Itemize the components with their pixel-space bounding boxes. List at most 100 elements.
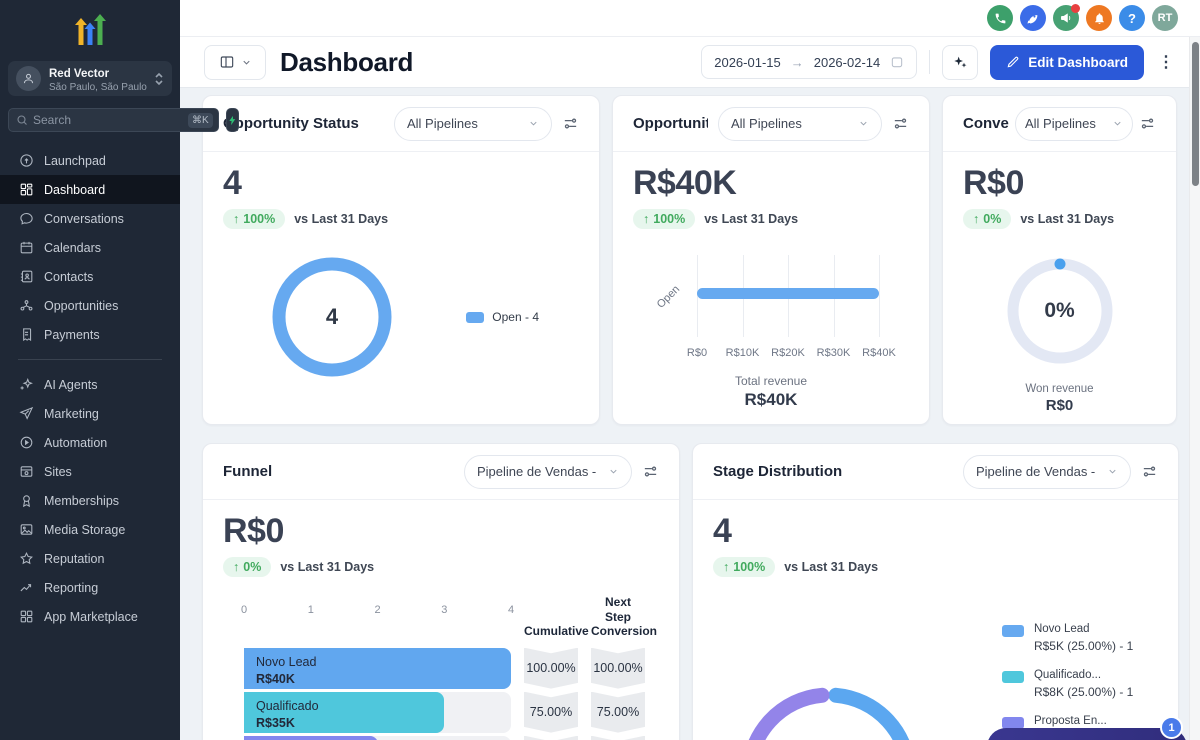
phone-icon	[995, 13, 1005, 23]
announcements-button[interactable]	[1053, 4, 1080, 31]
sparkle-plus-icon	[18, 377, 34, 392]
sidebar-item-contacts[interactable]: Contacts	[0, 262, 180, 291]
sidebar-item-marketing[interactable]: Marketing	[0, 399, 180, 428]
megaphone-icon	[1061, 13, 1071, 23]
card-title: Funnel	[223, 463, 273, 480]
widget-filter-button[interactable]	[892, 115, 909, 132]
search-input[interactable]	[33, 113, 188, 127]
comparison-label: vs Last 31 Days	[784, 560, 879, 575]
pipeline-filter-dropdown[interactable]: All Pipelines	[718, 106, 882, 141]
contacts-book-icon	[18, 269, 34, 284]
scrollbar-thumb[interactable]	[1192, 42, 1199, 186]
legend-item-novo-lead[interactable]: Novo Lead R$5K (25.00%) - 1	[1001, 622, 1140, 655]
comparison-label: vs Last 31 Days	[1020, 212, 1115, 227]
sidebar-item-launchpad[interactable]: Launchpad	[0, 146, 180, 175]
up-arrow-icon: ↑	[643, 212, 650, 227]
image-icon	[18, 522, 34, 537]
page-title: Dashboard	[280, 46, 414, 77]
funnel-row-bar: Qualificado R$35K	[244, 691, 511, 733]
pipeline-filter-dropdown[interactable]: All Pipelines	[394, 106, 552, 141]
help-button[interactable]: ?	[1119, 5, 1145, 31]
layout-grid-icon	[220, 56, 233, 68]
sidebar-item-reputation[interactable]: Reputation	[0, 544, 180, 573]
sidebar-item-reporting[interactable]: Reporting	[0, 573, 180, 602]
sidebar-item-opportunities[interactable]: Opportunities	[0, 291, 180, 320]
date-range-picker[interactable]: 2026-01-15 → 2026-02-14	[701, 45, 918, 79]
user-avatar[interactable]: RT	[1152, 5, 1178, 31]
phone-button[interactable]	[987, 5, 1013, 31]
sidebar-item-ai-agents[interactable]: AI Agents	[0, 370, 180, 399]
delta-badge: ↑ 100%	[633, 209, 696, 230]
chat-unread-badge: 1	[1160, 716, 1183, 739]
delta-badge: ↑ 100%	[713, 557, 776, 578]
sidebar-item-app-marketplace[interactable]: App Marketplace	[0, 602, 180, 631]
more-options-button[interactable]: ⋮	[1158, 54, 1174, 71]
chevron-down-icon	[530, 121, 537, 126]
widget-filter-button[interactable]	[562, 115, 579, 132]
pipeline-filter-dropdown[interactable]: Pipeline de Vendas - Ag...	[963, 454, 1131, 489]
sidebar-item-conversations[interactable]: Conversations	[0, 204, 180, 233]
launch-button[interactable]	[1020, 5, 1046, 31]
dashboard-switcher-button[interactable]	[204, 44, 266, 80]
conversion-progress-donut: 0%	[1004, 255, 1116, 367]
delta-badge: ↑ 0%	[963, 209, 1012, 230]
page-header: Dashboard 2026-01-15 → 2026-02-14 Edit D…	[180, 37, 1200, 88]
account-switcher[interactable]: Red Vector São Paulo, São Paulo	[8, 61, 172, 96]
x-axis-ticks: R$0 R$10K R$20K R$30K R$40K	[686, 347, 896, 360]
widget-filter-button[interactable]	[1141, 463, 1158, 480]
cumulative-badge: 75.00%	[524, 691, 578, 733]
quick-actions-button[interactable]	[225, 108, 239, 132]
kpi-value: R$0	[223, 512, 284, 550]
search-icon	[17, 115, 27, 125]
funnel-row-bar: Proposta Enviada R$27K	[244, 735, 511, 740]
legend-item-qualificado[interactable]: Qualificado... R$8K (25.00%) - 1	[1001, 668, 1140, 701]
pipeline-filter-dropdown[interactable]: Pipeline de Vendas - Ag...	[464, 454, 632, 489]
paper-plane-icon	[18, 406, 34, 421]
account-avatar-icon	[16, 66, 41, 91]
open-revenue-bar	[697, 288, 879, 300]
question-mark-icon: ?	[1128, 10, 1136, 26]
legend-swatch	[1001, 670, 1024, 683]
legend-item-open[interactable]: Open - 4	[466, 310, 539, 324]
kpi-value: R$0	[963, 164, 1024, 202]
sidebar-item-payments[interactable]: Payments	[0, 320, 180, 349]
award-ribbon-icon	[18, 493, 34, 508]
sidebar-item-calendars[interactable]: Calendars	[0, 233, 180, 262]
sliders-icon	[644, 466, 657, 477]
ai-assistant-button[interactable]	[942, 44, 979, 80]
won-revenue-value: R$0	[1045, 397, 1074, 415]
search-shortcut-badge: ⌘K	[188, 112, 213, 128]
grid-squares-icon	[18, 609, 34, 624]
browser-window-icon	[18, 464, 34, 479]
sidebar-item-sites[interactable]: Sites	[0, 457, 180, 486]
total-revenue-value: R$40K	[744, 390, 798, 410]
main-area: ? RT Dashboard 2026-01-15 → 2026-02-14	[180, 0, 1200, 740]
chevron-down-icon	[610, 469, 617, 474]
sidebar-divider	[18, 359, 162, 360]
sliders-icon	[1141, 118, 1154, 129]
search-field[interactable]: ⌘K	[8, 108, 219, 132]
trend-line-icon	[18, 580, 34, 595]
sidebar-item-automation[interactable]: Automation	[0, 428, 180, 457]
divider	[929, 50, 931, 74]
calendar-icon	[18, 240, 34, 255]
up-arrow-icon: ↑	[723, 560, 730, 575]
account-location: São Paulo, São Paulo	[49, 81, 147, 93]
notifications-button[interactable]	[1086, 5, 1112, 31]
card-conversion: Conver: All Pipelines R$0	[942, 95, 1177, 425]
edit-dashboard-button[interactable]: Edit Dashboard	[990, 44, 1144, 80]
sliders-icon	[1143, 466, 1156, 477]
sidebar-item-dashboard[interactable]: Dashboard	[0, 175, 180, 204]
sidebar-item-media-storage[interactable]: Media Storage	[0, 515, 180, 544]
pipeline-filter-dropdown[interactable]: All Pipelines	[1015, 106, 1133, 141]
widget-filter-button[interactable]	[642, 463, 659, 480]
date-end: 2026-02-14	[813, 54, 881, 70]
widget-filter-button[interactable]	[1139, 115, 1156, 132]
chat-widget-button[interactable]: 1	[987, 716, 1187, 740]
card-title: Conver:	[963, 115, 1009, 132]
sidebar-item-memberships[interactable]: Memberships	[0, 486, 180, 515]
donut-center-value: 4	[325, 304, 339, 330]
column-header-next-step: Next Step Conversion	[591, 595, 658, 639]
comparison-label: vs Last 31 Days	[280, 560, 375, 575]
opportunities-icon	[18, 298, 34, 313]
